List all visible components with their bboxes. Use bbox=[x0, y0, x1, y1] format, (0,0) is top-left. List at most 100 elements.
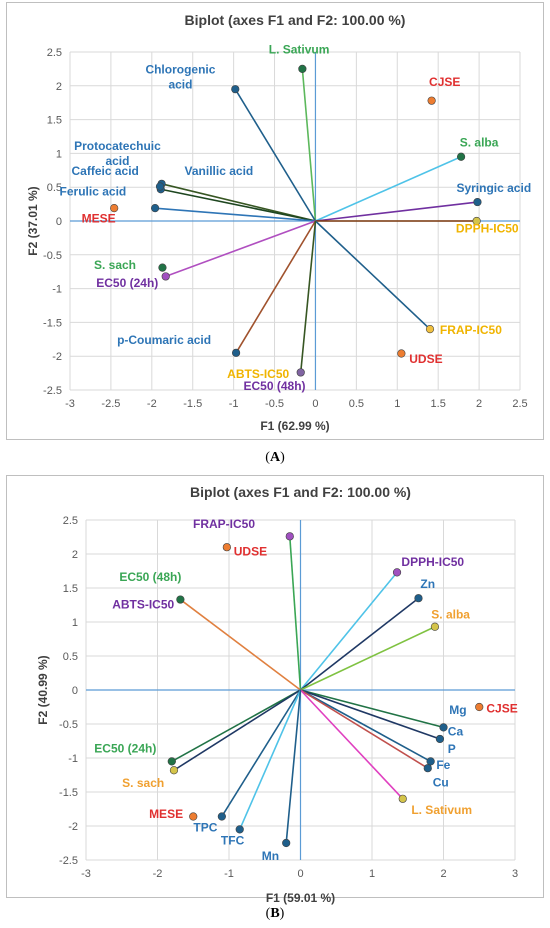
label-vanillic-acid: Vanillic acid bbox=[185, 164, 254, 178]
y-tick-label: -1 bbox=[68, 753, 78, 765]
y-tick-label: 1 bbox=[56, 148, 62, 160]
y-tick-label: 1.5 bbox=[47, 115, 62, 127]
y-tick-label: -2.5 bbox=[43, 385, 62, 397]
chart-panel-b: Biplot (axes F1 and F2: 100.00 %) 2.5 2 1.5… bbox=[36, 484, 518, 905]
vector-s-alba bbox=[300, 626, 436, 691]
y-tick-label: -2.5 bbox=[59, 855, 78, 867]
panel-b-frame bbox=[6, 475, 544, 898]
label-protocatechuic-acid: Protocatechuic acid bbox=[74, 139, 161, 168]
vector-tfc bbox=[238, 689, 302, 830]
point-udse bbox=[222, 543, 231, 552]
x-tick-label: 2 bbox=[440, 868, 446, 880]
label-tfc: TFC bbox=[221, 833, 245, 847]
label-zn: Zn bbox=[420, 577, 435, 591]
vector-ec50-24h- bbox=[165, 220, 316, 278]
y-axis-title: F2 (37.01 %) bbox=[26, 186, 40, 255]
y-tick-label: -2 bbox=[52, 351, 62, 363]
label-udse: UDSE bbox=[409, 352, 442, 366]
loading-vectors bbox=[171, 536, 444, 844]
point-ec50-48h- bbox=[176, 595, 185, 604]
label-ec50-24h-: EC50 (24h) bbox=[96, 276, 158, 290]
label-caffeic-acid: Caffeic acid bbox=[72, 164, 139, 178]
label-s-alba: S. alba bbox=[460, 136, 499, 150]
vector-syringic-acid bbox=[315, 201, 478, 222]
vector-l-sativum bbox=[301, 68, 317, 222]
point-l-sativum bbox=[298, 64, 307, 73]
vector-caffeic-acid bbox=[160, 188, 316, 222]
point-mn bbox=[282, 838, 291, 848]
point-cu bbox=[423, 764, 432, 773]
x-tick-label: -2.5 bbox=[101, 398, 120, 410]
y-tick-label: 2 bbox=[72, 549, 78, 561]
vector-frap-ic50 bbox=[314, 220, 431, 330]
label-s-sach: S. sach bbox=[122, 776, 164, 790]
point-labels: FRAP-IC50 UDSE DPPH-IC50 Zn EC50 (48h) ABTS-I… bbox=[94, 517, 517, 863]
chart-title: Biplot (axes F1 and F2: 100.00 %) bbox=[185, 12, 406, 28]
vector-chlorogenic-acid bbox=[234, 88, 317, 222]
x-tick-label: 3 bbox=[512, 868, 518, 880]
label-cu: Cu bbox=[433, 776, 449, 790]
panel-letter-b: (B) bbox=[265, 906, 285, 921]
x-tick-label: 0 bbox=[297, 868, 303, 880]
label-ferulic-acid: Ferulic acid bbox=[60, 184, 127, 198]
point-frap-ic50 bbox=[425, 325, 435, 334]
x-axis-title: F1 (62.99 %) bbox=[260, 419, 329, 433]
vector-ec50-48h- bbox=[179, 598, 301, 691]
point-s-alba bbox=[430, 622, 440, 631]
y-tick-label: -1 bbox=[52, 284, 62, 296]
label-cjse: CJSE bbox=[429, 75, 460, 89]
vector-abts-ic50 bbox=[299, 220, 317, 373]
y-tick-label: -1.5 bbox=[59, 787, 78, 799]
panel-letter-a: (A) bbox=[265, 450, 285, 465]
label-abts-ic50: ABTS-IC50 bbox=[227, 367, 289, 381]
point-dpph-ic50 bbox=[392, 568, 402, 577]
label-mg: Mg bbox=[449, 703, 466, 717]
point-s-alba bbox=[456, 152, 466, 161]
point-fe bbox=[426, 757, 435, 766]
y-tick-label: 0 bbox=[56, 216, 62, 228]
label-chlorogenic-acid: Chlorogenic acid bbox=[145, 63, 215, 92]
point-labels: L. Sativum Chlorogenic acid CJSE S. alba Prot… bbox=[60, 42, 532, 393]
label-cjse: CJSE bbox=[486, 701, 517, 715]
point-s-sach bbox=[158, 263, 167, 272]
y-tick-label: -2 bbox=[68, 821, 78, 833]
label-syringic-acid: Syringic acid bbox=[456, 181, 531, 195]
point-frap-ic50 bbox=[285, 532, 294, 541]
y-tick-label: 2 bbox=[56, 81, 62, 93]
vector-frap-ic50 bbox=[288, 536, 302, 691]
label-frap-ic50: FRAP-IC50 bbox=[193, 517, 255, 531]
vector-fe bbox=[300, 689, 432, 763]
x-tick-label: 2 bbox=[476, 398, 482, 410]
vector-p-coumaric-acid bbox=[235, 220, 317, 354]
label-udse: UDSE bbox=[234, 544, 267, 558]
x-tick-label: -2 bbox=[153, 868, 163, 880]
data-points bbox=[167, 532, 484, 848]
y-tick-label: -0.5 bbox=[43, 250, 62, 262]
vector-mg bbox=[300, 689, 444, 729]
x-tick-label: 1.5 bbox=[431, 398, 446, 410]
x-tick-label: -1 bbox=[229, 398, 239, 410]
vector-ec50-24h- bbox=[171, 689, 301, 763]
label-ec50-24h-: EC50 (24h) bbox=[94, 742, 156, 756]
vector-l-sativum bbox=[299, 689, 404, 800]
vector-zn bbox=[300, 597, 419, 691]
chart-panel-a: Biplot (axes F1 and F2: 100.00 %) 2.5 2 1.5… bbox=[26, 12, 531, 433]
chart-title: Biplot (axes F1 and F2: 100.00 %) bbox=[190, 484, 411, 500]
label-ca: Ca bbox=[448, 725, 464, 739]
label-p: P bbox=[448, 742, 456, 756]
label-abts-ic50: ABTS-IC50 bbox=[112, 597, 174, 611]
y-axis-title: F2 (40.99 %) bbox=[36, 655, 50, 724]
y-tick-label: 1.5 bbox=[63, 583, 78, 595]
point-ec50-24h- bbox=[167, 757, 176, 766]
label-tpc: TPC bbox=[193, 820, 217, 834]
x-axis-title: F1 (59.01 %) bbox=[266, 891, 335, 905]
point-zn bbox=[414, 594, 423, 603]
label-frap-ic50: FRAP-IC50 bbox=[440, 323, 502, 337]
point-vanillic-acid bbox=[155, 182, 165, 191]
label-mese: MESE bbox=[82, 211, 116, 225]
vector-ferulic-acid bbox=[155, 207, 316, 222]
label-dpph-ic50: DPPH-IC50 bbox=[456, 221, 519, 235]
label-fe: Fe bbox=[436, 758, 450, 772]
vector-tpc bbox=[221, 689, 302, 817]
